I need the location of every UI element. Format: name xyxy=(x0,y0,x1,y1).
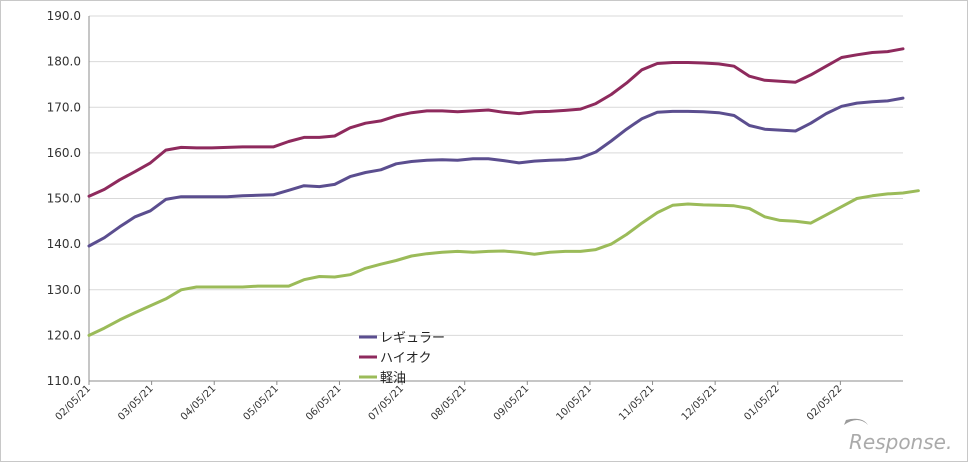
x-tick-label: 01/05/22 xyxy=(742,383,782,423)
x-axis: 02/05/21 03/05/21 04/05/21 05/05/21 06/05/21… xyxy=(54,380,903,423)
y-tick-label: 160.0 xyxy=(47,146,81,160)
gridlines xyxy=(89,15,903,336)
x-tick-label: 04/05/21 xyxy=(179,383,219,423)
x-tick-label: 03/05/21 xyxy=(116,383,156,423)
x-tick-label: 12/05/21 xyxy=(680,383,720,423)
response-logo: Response. xyxy=(844,418,952,454)
legend-label: 軽油 xyxy=(380,371,406,386)
y-tick-label: 170.0 xyxy=(47,100,81,114)
response-logo-text: Response. xyxy=(849,430,952,454)
x-tick-label: 02/05/22 xyxy=(805,383,845,423)
y-tick-label: 110.0 xyxy=(47,374,81,388)
y-tick-label: 150.0 xyxy=(47,192,81,206)
series-lines xyxy=(87,47,920,337)
x-tick-label: 09/05/21 xyxy=(492,383,532,423)
series-line-1 xyxy=(87,47,905,198)
series-line-0 xyxy=(87,96,905,248)
y-tick-label: 140.0 xyxy=(47,237,81,251)
x-tick-label: 11/05/21 xyxy=(617,383,657,423)
x-tick-label: 02/05/21 xyxy=(54,383,94,423)
series-line-2 xyxy=(87,189,920,337)
y-tick-label: 190.0 xyxy=(47,9,81,23)
legend-label: ハイオク xyxy=(380,351,431,366)
response-logo-mark xyxy=(844,418,868,425)
x-tick-label: 06/05/21 xyxy=(304,383,344,423)
legend-label: レギュラー xyxy=(380,331,445,346)
x-tick-label: 10/05/21 xyxy=(555,383,595,423)
y-axis: 110.0 120.0 130.0 140.0 150.0 160.0 170.0 180.0… xyxy=(47,9,90,388)
y-tick-label: 130.0 xyxy=(47,283,81,297)
y-tick-label: 120.0 xyxy=(47,328,81,342)
y-tick-label: 180.0 xyxy=(47,55,81,69)
x-tick-label: 07/05/21 xyxy=(367,383,407,423)
x-tick-label: 08/05/21 xyxy=(429,383,469,423)
x-tick-label: 05/05/21 xyxy=(241,383,281,423)
